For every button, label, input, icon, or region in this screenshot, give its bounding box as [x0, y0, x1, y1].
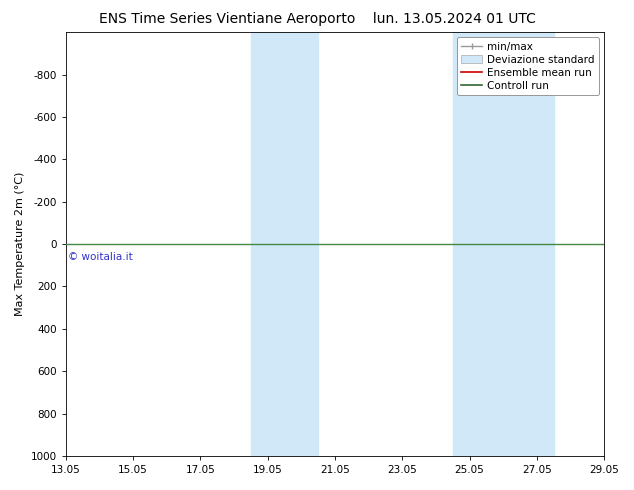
Text: ENS Time Series Vientiane Aeroporto    lun. 13.05.2024 01 UTC: ENS Time Series Vientiane Aeroporto lun.…: [98, 12, 536, 26]
Bar: [251, 32, 318, 456]
Legend: min/max, Deviazione standard, Ensemble mean run, Controll run: min/max, Deviazione standard, Ensemble m…: [457, 37, 599, 95]
Y-axis label: Max Temperature 2m (°C): Max Temperature 2m (°C): [15, 172, 25, 316]
Text: © woitalia.it: © woitalia.it: [68, 252, 133, 262]
Bar: [453, 32, 553, 456]
